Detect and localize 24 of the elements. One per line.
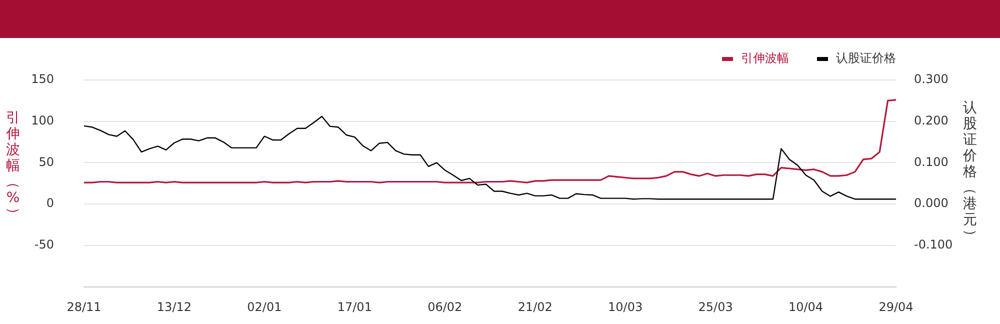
legend-label: 认股证价格 [836,50,896,67]
x-tick-label: 25/03 [698,300,733,314]
x-tick-label: 10/04 [788,300,824,314]
y-tick-label: -50 [34,238,54,252]
y2-tick-label: 0.000 [914,196,948,210]
text: 认股证价格（港元） [962,100,978,243]
x-tick-label: 29/04 [878,300,914,314]
x-tick-label: 21/02 [518,300,552,314]
y-tick-label: 0 [46,196,54,210]
x-tick-label: 06/02 [428,300,462,314]
y2-tick-label: 0.200 [914,113,948,128]
y-axis-title: 引伸波幅（%） [5,110,21,222]
y2-tick-label: 0.100 [914,154,948,169]
y-tick-label: 100 [31,113,54,128]
y2-tick-label: 0.300 [914,72,948,86]
x-tick-label: 17/01 [337,300,372,314]
x-tick-label: 02/01 [247,300,282,314]
y2-tick-label: -0.100 [914,238,953,252]
x-tick-label: 28/11 [66,300,102,314]
x-tick-label: 13/12 [156,300,192,314]
y-tick-label: 50 [38,154,54,169]
y-tick-label: 150 [31,72,54,86]
legend-label: 引伸波幅 [741,50,789,67]
x-tick-label: 10/03 [608,300,643,314]
